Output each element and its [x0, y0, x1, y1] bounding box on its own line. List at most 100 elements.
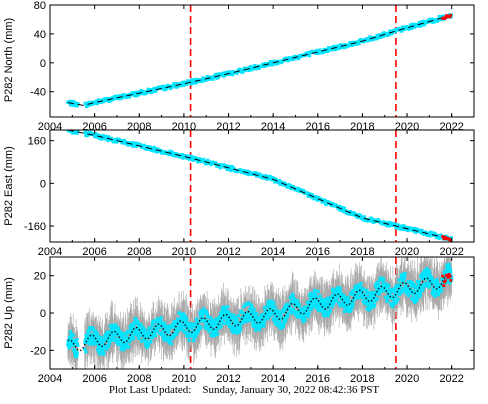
data-point: [213, 329, 217, 334]
data-point: [83, 130, 87, 134]
data-point: [193, 330, 197, 334]
data-point: [106, 343, 111, 347]
data-point: [334, 295, 338, 299]
data-point: [373, 294, 377, 298]
data-point: [127, 95, 132, 99]
data-point: [381, 277, 386, 281]
data-point: [121, 343, 126, 348]
data-point: [384, 31, 388, 35]
data-point: [339, 205, 343, 210]
data-point: [87, 342, 91, 346]
data-point: [175, 85, 179, 89]
data-point: [401, 25, 405, 29]
data-point: [249, 304, 254, 308]
data-point: [420, 229, 424, 233]
recent-point: [449, 13, 453, 17]
recent-points: [441, 13, 453, 21]
data-point: [284, 317, 288, 321]
data-point: [413, 25, 417, 29]
data-point: [209, 327, 213, 331]
data-point: [74, 350, 78, 354]
data-point: [279, 313, 283, 317]
data-point: [233, 319, 237, 323]
data-point: [275, 321, 279, 325]
data-point: [109, 330, 113, 334]
data-point: [95, 101, 99, 106]
data-point: [279, 326, 283, 331]
data-point: [159, 320, 163, 324]
data-point: [76, 343, 80, 347]
recent-point: [444, 16, 447, 20]
data-point: [181, 325, 185, 329]
data-point: [142, 338, 146, 342]
data-point: [121, 332, 125, 336]
data-point: [316, 289, 320, 294]
data-point: [130, 327, 134, 332]
data-point: [214, 328, 219, 332]
recent-point: [449, 238, 453, 242]
data-point: [339, 304, 343, 308]
data-point: [203, 310, 207, 314]
data-point: [181, 318, 185, 322]
data-point: [204, 309, 208, 313]
data-point: [208, 322, 212, 326]
data-point: [206, 319, 211, 323]
data-point: [161, 333, 165, 337]
data-point: [232, 322, 236, 326]
data-point: [130, 333, 134, 337]
up-panel: 2004 2006 2008 2010 2012 2014 2016 2018 2020 2022…: [3, 256, 475, 385]
data-point: [338, 287, 342, 291]
data-point: [381, 283, 385, 287]
plot-area: [66, 5, 454, 117]
data-point: [267, 303, 271, 307]
data-point: [196, 160, 200, 164]
data-point: [140, 91, 144, 96]
x-tick-label: 2006: [82, 246, 106, 258]
data-point: [257, 66, 261, 70]
data-point: [336, 207, 340, 211]
data-point: [75, 131, 79, 135]
data-point: [311, 304, 315, 308]
data-point: [377, 292, 381, 296]
data-points: [66, 262, 454, 359]
data-point: [235, 71, 239, 75]
data-point: [364, 299, 368, 303]
data-point: [228, 166, 232, 171]
data-point: [68, 99, 72, 104]
data-point: [164, 336, 168, 340]
data-point: [180, 80, 184, 85]
recent-point: [448, 15, 452, 19]
data-point: [283, 181, 287, 185]
data-point: [174, 329, 178, 333]
data-point: [226, 312, 231, 316]
data-point: [99, 344, 103, 348]
data-point: [335, 290, 339, 294]
data-point: [300, 310, 304, 314]
data-point: [206, 158, 210, 163]
data-point: [202, 157, 206, 162]
data-point: [117, 338, 122, 342]
data-point: [439, 233, 443, 237]
data-point: [112, 336, 116, 340]
data-point: [83, 347, 87, 351]
data-point: [312, 300, 316, 304]
data-point: [68, 330, 73, 334]
data-point: [71, 343, 76, 347]
data-point: [73, 101, 77, 106]
data-point: [295, 302, 299, 306]
data-point: [349, 291, 353, 296]
data-point: [196, 328, 200, 333]
data-point: [93, 134, 97, 139]
data-point: [186, 321, 190, 325]
data-point: [129, 337, 133, 341]
plot-frame: [49, 4, 475, 118]
data-point: [260, 64, 264, 68]
data-point: [102, 345, 106, 350]
data-point: [336, 286, 340, 290]
data-point: [347, 212, 351, 216]
data-point: [224, 321, 228, 325]
data-point: [276, 309, 280, 313]
data-point: [251, 320, 255, 324]
data-point: [85, 334, 89, 338]
data-point: [237, 325, 242, 329]
